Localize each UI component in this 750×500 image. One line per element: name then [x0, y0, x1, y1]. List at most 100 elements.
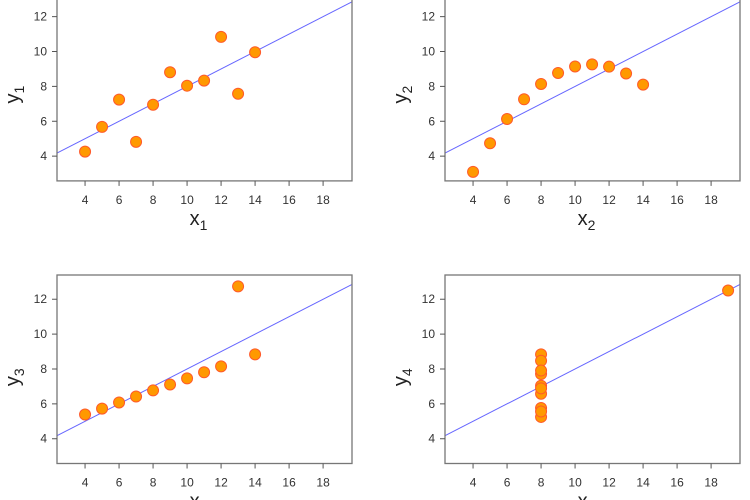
data-point: [722, 284, 735, 297]
y-tick-label: 8: [428, 362, 435, 376]
x-tick-label: 6: [504, 193, 511, 207]
data-point: [232, 87, 245, 100]
data-point: [147, 98, 160, 111]
data-point: [215, 30, 228, 43]
x-tick-label: 10: [568, 476, 582, 490]
x-axis-label: x2: [578, 208, 596, 233]
y-tick-label: 4: [428, 149, 435, 163]
data-point: [147, 384, 160, 397]
x-tick-label: 4: [470, 476, 477, 490]
y-tick-label: 10: [34, 327, 48, 341]
y-axis-label: y3: [2, 368, 27, 386]
y-tick-label: 4: [428, 432, 435, 446]
x-tick-label: 12: [602, 193, 616, 207]
y-tick-label: 12: [34, 292, 48, 306]
data-point: [198, 74, 211, 87]
data-point: [552, 66, 565, 79]
x-axis-label: x3: [190, 491, 208, 500]
data-point: [113, 93, 126, 106]
data-point: [535, 364, 548, 377]
data-point: [181, 79, 194, 92]
x-tick-label: 6: [116, 193, 123, 207]
y-tick-label: 6: [40, 397, 47, 411]
data-point: [586, 58, 599, 71]
data-point: [501, 112, 514, 125]
x-tick-label: 12: [214, 193, 228, 207]
y-tick-label: 4: [40, 432, 47, 446]
x-tick-label: 4: [82, 476, 89, 490]
data-point: [130, 135, 143, 148]
data-point: [79, 408, 92, 421]
x-tick-label: 12: [214, 476, 228, 490]
x-tick-label: 8: [538, 193, 545, 207]
x-tick-label: 14: [636, 193, 650, 207]
x-tick-label: 16: [282, 193, 296, 207]
data-point: [518, 93, 531, 106]
data-point: [535, 382, 548, 395]
x-tick-label: 18: [316, 193, 330, 207]
data-point: [198, 366, 211, 379]
y-tick-label: 6: [40, 114, 47, 128]
regression-line: [445, 283, 740, 437]
y-tick-label: 8: [40, 362, 47, 376]
x-tick-label: 14: [248, 193, 262, 207]
data-point: [484, 137, 497, 150]
y-axis-label: y4: [390, 368, 415, 386]
y-axis-label: y1: [2, 86, 27, 104]
data-point: [113, 396, 126, 409]
y-tick-label: 8: [40, 79, 47, 93]
y-tick-label: 12: [422, 10, 436, 24]
data-point: [637, 78, 650, 91]
x-tick-label: 16: [670, 476, 684, 490]
regression-line: [445, 1, 740, 154]
x-tick-label: 6: [504, 476, 511, 490]
x-tick-label: 8: [150, 476, 157, 490]
x-tick-label: 18: [704, 193, 718, 207]
panel-2: 4 6 8 10 12 14 16 18 4 6 8 10 12 x2 y2: [390, 0, 741, 233]
data-point: [164, 66, 177, 79]
x-tick-label: 14: [248, 476, 262, 490]
data-point: [164, 378, 177, 391]
x-tick-label: 8: [538, 476, 545, 490]
x-tick-label: 16: [670, 193, 684, 207]
x-tick-label: 12: [602, 476, 616, 490]
data-point: [620, 67, 633, 80]
data-point: [467, 165, 480, 178]
data-point: [130, 390, 143, 403]
plot-frame: [444, 274, 741, 465]
data-point: [96, 120, 109, 133]
plot-frame: [56, 0, 353, 182]
y-tick-label: 6: [428, 114, 435, 128]
x-axis-label: x4: [578, 491, 596, 500]
y-tick-label: 8: [428, 79, 435, 93]
x-tick-label: 14: [636, 476, 650, 490]
data-point: [181, 372, 194, 385]
y-tick-label: 10: [422, 327, 436, 341]
panel-4: 4 6 8 10 12 14 16 18 4 6 8 10 12 x4 y4: [390, 274, 741, 500]
x-tick-label: 10: [180, 193, 194, 207]
x-tick-label: 16: [282, 476, 296, 490]
y-tick-label: 12: [422, 292, 436, 306]
y-axis-label: y2: [390, 86, 415, 104]
y-tick-label: 10: [34, 45, 48, 59]
data-point: [569, 60, 582, 73]
data-point: [232, 280, 245, 293]
data-point: [249, 46, 262, 59]
x-axis-label: x1: [190, 208, 208, 233]
plot-frame: [444, 0, 741, 182]
data-point: [603, 60, 616, 73]
y-tick-label: 12: [34, 10, 48, 24]
data-point: [96, 402, 109, 415]
data-point: [215, 360, 228, 373]
x-tick-label: 4: [470, 193, 477, 207]
data-point: [535, 77, 548, 90]
x-tick-label: 10: [180, 476, 194, 490]
x-tick-label: 18: [316, 476, 330, 490]
x-tick-label: 8: [150, 193, 157, 207]
panel-3: 4 6 8 10 12 14 16 18 4 6 8 10 12 x3 y3: [2, 274, 353, 500]
panel-1: 4 6 8 10 12 14 16 18 4 6 8 10 12 x1 y1: [2, 0, 353, 233]
data-point: [249, 348, 262, 361]
x-tick-label: 10: [568, 193, 582, 207]
x-tick-label: 4: [82, 193, 89, 207]
